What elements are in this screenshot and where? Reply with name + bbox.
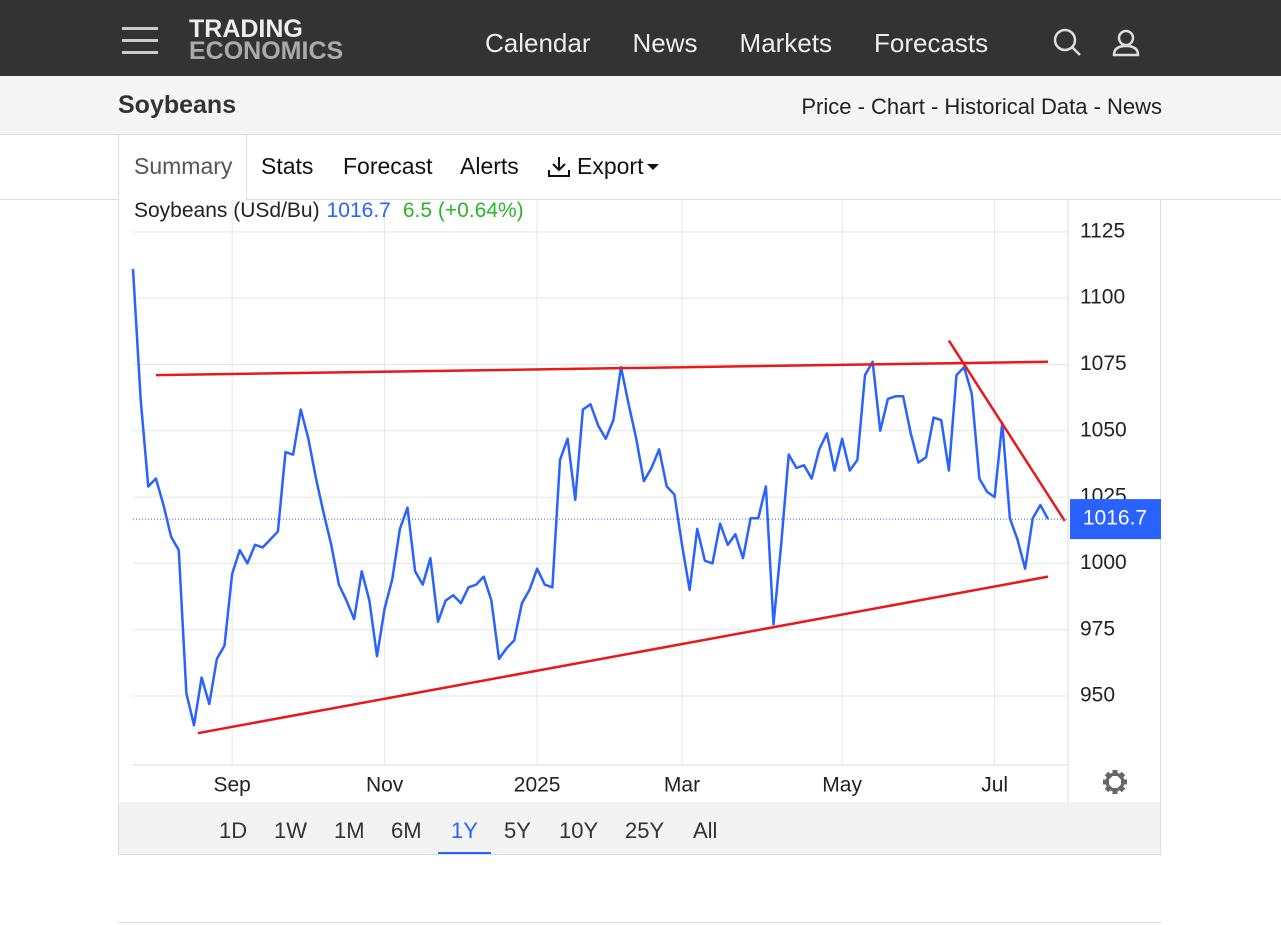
user-icon[interactable] bbox=[1112, 29, 1140, 57]
x-tick-label: Mar bbox=[664, 774, 700, 797]
nav-link[interactable]: News bbox=[632, 28, 698, 58]
tab[interactable]: Alerts bbox=[460, 153, 519, 179]
page-header: Soybeans Price - Chart - Historical Data… bbox=[0, 76, 1281, 135]
brand-line: TRADING bbox=[189, 15, 303, 43]
price-line bbox=[131, 268, 1050, 727]
tab[interactable]: Export bbox=[577, 153, 644, 179]
x-tick-label: Jul bbox=[981, 774, 1008, 797]
brand-line: ECONOMICS bbox=[189, 37, 344, 65]
legend-change: 6.5 (+0.64%) bbox=[403, 200, 524, 222]
nav-link[interactable]: Markets bbox=[739, 28, 832, 58]
legend-name: Soybeans (USd/Bu) bbox=[134, 200, 320, 222]
nav-icons bbox=[1053, 28, 1140, 57]
last-price-label: 1016.7 bbox=[1083, 507, 1147, 530]
legend-last: 1016.7 bbox=[327, 200, 391, 222]
settings-icon[interactable] bbox=[1103, 770, 1127, 794]
range-button[interactable]: 5Y bbox=[504, 818, 531, 843]
y-tick-label: 975 bbox=[1080, 617, 1115, 640]
legend: Soybeans (USd/Bu) 1016.7 6.5 (+0.64%) bbox=[134, 200, 524, 222]
tab[interactable]: Stats bbox=[261, 153, 314, 179]
range-bar: 1D 1W 1M 6M 1Y 5Y 10Y 25Y All bbox=[119, 802, 1160, 854]
x-tick-label: Nov bbox=[366, 774, 404, 797]
y-tick-label: 1000 bbox=[1080, 551, 1127, 574]
top-nav: TRADING ECONOMICS Calendar News Markets … bbox=[0, 0, 1281, 76]
tab-bar: Summary Stats Forecast Alerts Export bbox=[0, 135, 1281, 201]
brand[interactable]: TRADING ECONOMICS bbox=[189, 15, 344, 65]
range-button[interactable]: 10Y bbox=[559, 818, 599, 843]
range-button[interactable]: 1Y bbox=[438, 818, 491, 854]
y-tick-label: 1075 bbox=[1080, 352, 1127, 375]
range-button[interactable]: 6M bbox=[391, 818, 422, 843]
nav-link[interactable]: Forecasts bbox=[874, 28, 989, 58]
y-tick-label: 1050 bbox=[1080, 418, 1127, 441]
caret-icon bbox=[647, 164, 659, 170]
tab[interactable]: Summary bbox=[134, 153, 233, 179]
x-tick-label: 2025 bbox=[514, 774, 561, 797]
nav-link[interactable]: Calendar bbox=[485, 28, 591, 58]
trendline bbox=[947, 339, 1066, 522]
trendline bbox=[197, 575, 1049, 735]
active-tab-box bbox=[118, 135, 247, 201]
breadcrumbs[interactable]: Price - Chart - Historical Data - News bbox=[801, 94, 1162, 119]
search-icon[interactable] bbox=[1053, 28, 1081, 56]
download-icon bbox=[548, 157, 570, 177]
range-button[interactable]: 1M bbox=[334, 818, 365, 843]
range-button[interactable]: 25Y bbox=[625, 818, 665, 843]
range-button[interactable]: 1D bbox=[219, 818, 248, 843]
range-button[interactable]: All bbox=[693, 818, 718, 843]
x-tick-label: Sep bbox=[213, 774, 250, 797]
tab[interactable]: Forecast bbox=[343, 153, 433, 179]
last-price-box bbox=[1070, 499, 1161, 540]
nav-links: Calendar News Markets Forecasts bbox=[485, 28, 988, 59]
gear-ring bbox=[1105, 772, 1125, 792]
divider bbox=[118, 922, 1161, 923]
menu-icon[interactable] bbox=[122, 27, 158, 55]
page-title: Soybeans bbox=[118, 91, 237, 119]
trendline bbox=[155, 360, 1049, 377]
y-tick-label: 950 bbox=[1080, 684, 1115, 707]
range-button[interactable]: 1W bbox=[274, 818, 307, 843]
x-tick-label: May bbox=[822, 774, 862, 797]
y-tick-label: 1100 bbox=[1080, 286, 1125, 309]
y-tick-label: 1125 bbox=[1080, 219, 1125, 242]
